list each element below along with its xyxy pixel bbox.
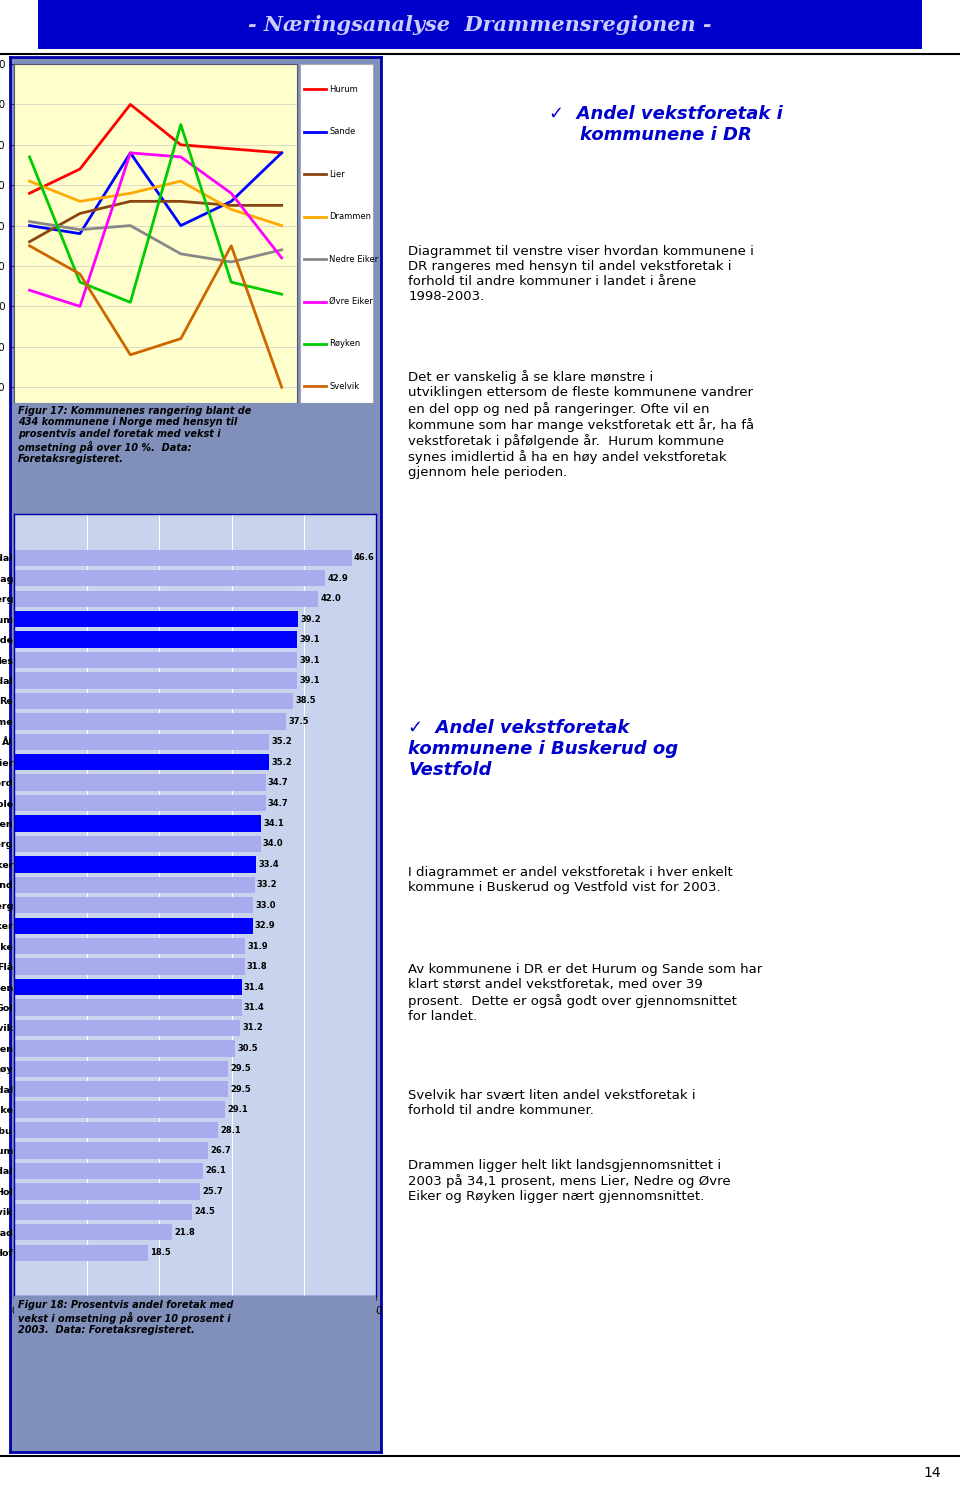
Text: 33.0: 33.0 <box>255 901 276 910</box>
Text: 31.4: 31.4 <box>244 1004 265 1013</box>
Text: 25.7: 25.7 <box>203 1187 224 1196</box>
Text: 31.4: 31.4 <box>244 983 265 992</box>
Text: 39.1: 39.1 <box>300 655 321 664</box>
Text: Nedre Eiker: Nedre Eiker <box>329 255 378 264</box>
Text: 46.6: 46.6 <box>354 554 374 563</box>
Text: 34.1: 34.1 <box>263 819 284 828</box>
Text: Figur 17: Kommunenes rangering blant de
434 kommunene i Norge med hensyn til
pro: Figur 17: Kommunenes rangering blant de … <box>18 405 252 465</box>
Bar <box>14 1020 240 1036</box>
Text: 31.2: 31.2 <box>243 1023 263 1032</box>
Text: Av kommunene i DR er det Hurum og Sande som har
klart størst andel vekstforetak,: Av kommunene i DR er det Hurum og Sande … <box>408 963 762 1023</box>
Bar <box>14 877 254 893</box>
Text: 32.9: 32.9 <box>254 922 276 931</box>
Text: 21.8: 21.8 <box>175 1228 195 1237</box>
Text: Hurum: Hurum <box>329 85 358 94</box>
Bar <box>14 1121 218 1138</box>
Text: 39.1: 39.1 <box>300 676 321 685</box>
Text: Svelvik: Svelvik <box>329 381 359 390</box>
Text: 34.0: 34.0 <box>263 840 283 849</box>
Bar <box>14 631 298 648</box>
Text: 29.1: 29.1 <box>228 1105 248 1114</box>
Bar <box>14 1203 192 1219</box>
Text: 31.9: 31.9 <box>248 941 268 950</box>
Text: 35.2: 35.2 <box>272 737 292 746</box>
Text: Svelvik har svært liten andel vekstforetak i
forhold til andre kommuner.: Svelvik har svært liten andel vekstforet… <box>408 1088 696 1117</box>
Bar <box>14 713 286 730</box>
Text: 26.7: 26.7 <box>210 1147 230 1155</box>
Text: 29.5: 29.5 <box>230 1084 251 1094</box>
Bar <box>14 692 293 709</box>
Text: 35.2: 35.2 <box>272 758 292 767</box>
Text: 39.2: 39.2 <box>300 615 321 624</box>
Bar <box>14 1041 235 1057</box>
Text: Sande: Sande <box>329 128 356 137</box>
Text: Røyken: Røyken <box>329 339 361 348</box>
Text: 34.7: 34.7 <box>268 779 288 788</box>
Text: 31.8: 31.8 <box>247 962 268 971</box>
Bar <box>14 1184 201 1200</box>
Bar <box>14 816 261 832</box>
Text: Øvre Eiker: Øvre Eiker <box>329 296 373 307</box>
Text: 42.0: 42.0 <box>321 594 342 603</box>
Bar <box>14 1142 207 1158</box>
Bar <box>14 917 252 934</box>
Bar <box>14 938 246 954</box>
Text: 37.5: 37.5 <box>288 716 309 725</box>
Text: 33.4: 33.4 <box>258 859 279 870</box>
Bar <box>14 1060 228 1077</box>
Text: 14: 14 <box>924 1465 941 1480</box>
Text: 29.5: 29.5 <box>230 1065 251 1074</box>
Bar <box>14 959 245 975</box>
Bar <box>14 1224 172 1240</box>
Bar <box>14 795 266 812</box>
Text: Diagrammet til venstre viser hvordan kommunene i
DR rangeres med hensyn til ande: Diagrammet til venstre viser hvordan kom… <box>408 244 755 302</box>
Text: Drammen: Drammen <box>329 213 372 222</box>
Text: I diagrammet er andel vekstforetak i hver enkelt
kommune i Buskerud og Vestfold : I diagrammet er andel vekstforetak i hve… <box>408 865 733 893</box>
Bar <box>14 896 253 913</box>
Bar <box>14 1081 228 1097</box>
Text: 30.5: 30.5 <box>237 1044 258 1053</box>
Text: 39.1: 39.1 <box>300 636 321 645</box>
Text: Drammen ligger helt likt landsgjennomsnittet i
2003 på 34,1 prosent, mens Lier, : Drammen ligger helt likt landsgjennomsni… <box>408 1158 731 1203</box>
Bar <box>14 753 269 770</box>
Text: 38.5: 38.5 <box>296 697 316 706</box>
Bar <box>14 978 242 995</box>
Bar <box>14 734 269 750</box>
Bar <box>14 549 351 566</box>
Text: 24.5: 24.5 <box>194 1208 215 1217</box>
Text: 42.9: 42.9 <box>327 573 348 582</box>
Text: Lier: Lier <box>329 170 345 179</box>
Text: 18.5: 18.5 <box>151 1248 171 1257</box>
Text: 33.2: 33.2 <box>257 880 277 889</box>
Bar <box>14 774 266 791</box>
Bar <box>14 1163 204 1179</box>
Text: 28.1: 28.1 <box>220 1126 241 1135</box>
Text: - Næringsanalyse  Drammensregionen -: - Næringsanalyse Drammensregionen - <box>249 15 711 34</box>
Bar <box>14 652 298 669</box>
Bar <box>14 856 256 873</box>
Text: 34.7: 34.7 <box>268 798 288 807</box>
Text: ✓  Andel vekstforetak i
kommunene i DR: ✓ Andel vekstforetak i kommunene i DR <box>549 106 782 144</box>
Text: 26.1: 26.1 <box>205 1166 227 1175</box>
Bar <box>14 672 298 688</box>
Bar <box>14 570 325 587</box>
Bar <box>14 591 319 608</box>
Bar <box>14 1245 149 1261</box>
Text: ✓  Andel vekstforetak
kommunene i Buskerud og
Vestfold: ✓ Andel vekstforetak kommunene i Buskeru… <box>408 719 679 779</box>
Bar <box>14 999 242 1015</box>
Text: Det er vanskelig å se klare mønstre i
utviklingen ettersom de fleste kommunene v: Det er vanskelig å se klare mønstre i ut… <box>408 371 755 479</box>
Text: Figur 18: Prosentvis andel foretak med
vekst i omsetning på over 10 prosent i
20: Figur 18: Prosentvis andel foretak med v… <box>18 1300 233 1336</box>
Bar <box>14 1102 225 1118</box>
Bar <box>14 610 299 627</box>
Bar <box>14 835 260 852</box>
